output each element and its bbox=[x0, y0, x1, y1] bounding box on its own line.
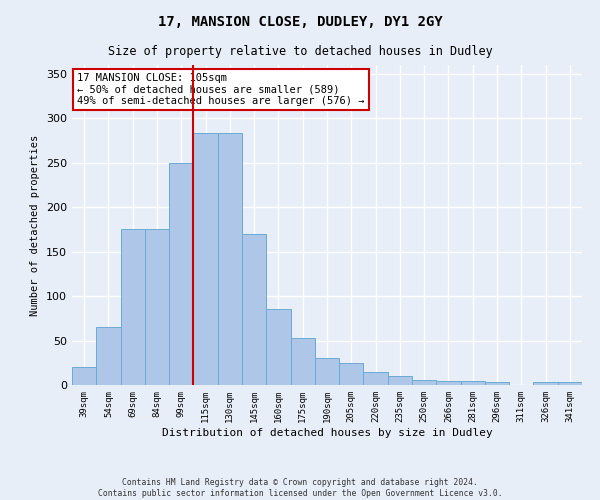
Bar bbox=[533, 382, 558, 385]
Bar bbox=[388, 376, 412, 385]
Bar bbox=[461, 380, 485, 385]
Bar bbox=[169, 163, 193, 385]
Bar bbox=[242, 234, 266, 385]
Bar bbox=[218, 134, 242, 385]
Bar bbox=[485, 382, 509, 385]
Bar bbox=[558, 382, 582, 385]
Y-axis label: Number of detached properties: Number of detached properties bbox=[31, 134, 40, 316]
Text: Contains HM Land Registry data © Crown copyright and database right 2024.
Contai: Contains HM Land Registry data © Crown c… bbox=[98, 478, 502, 498]
Bar bbox=[72, 367, 96, 385]
Bar bbox=[436, 380, 461, 385]
X-axis label: Distribution of detached houses by size in Dudley: Distribution of detached houses by size … bbox=[161, 428, 493, 438]
Bar bbox=[315, 358, 339, 385]
Bar bbox=[193, 134, 218, 385]
Text: 17 MANSION CLOSE: 105sqm
← 50% of detached houses are smaller (589)
49% of semi-: 17 MANSION CLOSE: 105sqm ← 50% of detach… bbox=[77, 73, 365, 106]
Text: 17, MANSION CLOSE, DUDLEY, DY1 2GY: 17, MANSION CLOSE, DUDLEY, DY1 2GY bbox=[158, 15, 442, 29]
Bar bbox=[266, 310, 290, 385]
Text: Size of property relative to detached houses in Dudley: Size of property relative to detached ho… bbox=[107, 45, 493, 58]
Bar bbox=[339, 363, 364, 385]
Bar bbox=[364, 372, 388, 385]
Bar bbox=[145, 230, 169, 385]
Bar bbox=[290, 338, 315, 385]
Bar bbox=[121, 230, 145, 385]
Bar bbox=[412, 380, 436, 385]
Bar bbox=[96, 327, 121, 385]
